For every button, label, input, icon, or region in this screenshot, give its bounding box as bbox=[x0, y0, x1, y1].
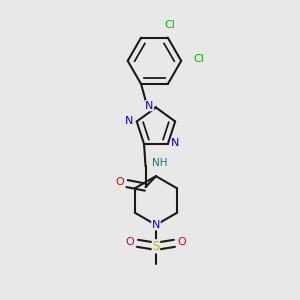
Text: NH: NH bbox=[152, 158, 168, 168]
Text: S: S bbox=[152, 240, 160, 253]
Text: O: O bbox=[115, 177, 124, 187]
Text: Cl: Cl bbox=[164, 20, 175, 30]
Text: O: O bbox=[125, 236, 134, 247]
Text: N: N bbox=[171, 139, 180, 148]
Text: N: N bbox=[145, 101, 154, 111]
Text: Cl: Cl bbox=[194, 54, 205, 64]
Text: N: N bbox=[125, 116, 133, 126]
Text: N: N bbox=[152, 220, 160, 230]
Text: O: O bbox=[178, 236, 187, 247]
